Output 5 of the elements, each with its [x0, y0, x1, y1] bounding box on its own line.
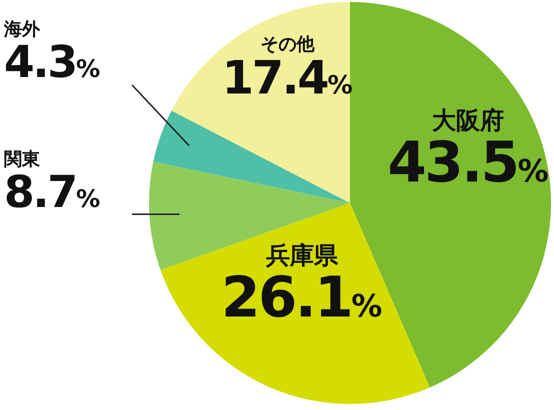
pie-slice: [350, 2, 551, 388]
pie-slice: [149, 162, 350, 270]
slice-label: 兵庫県: [264, 242, 339, 270]
pie-slice: [171, 2, 350, 203]
pie-slice: [153, 110, 350, 203]
